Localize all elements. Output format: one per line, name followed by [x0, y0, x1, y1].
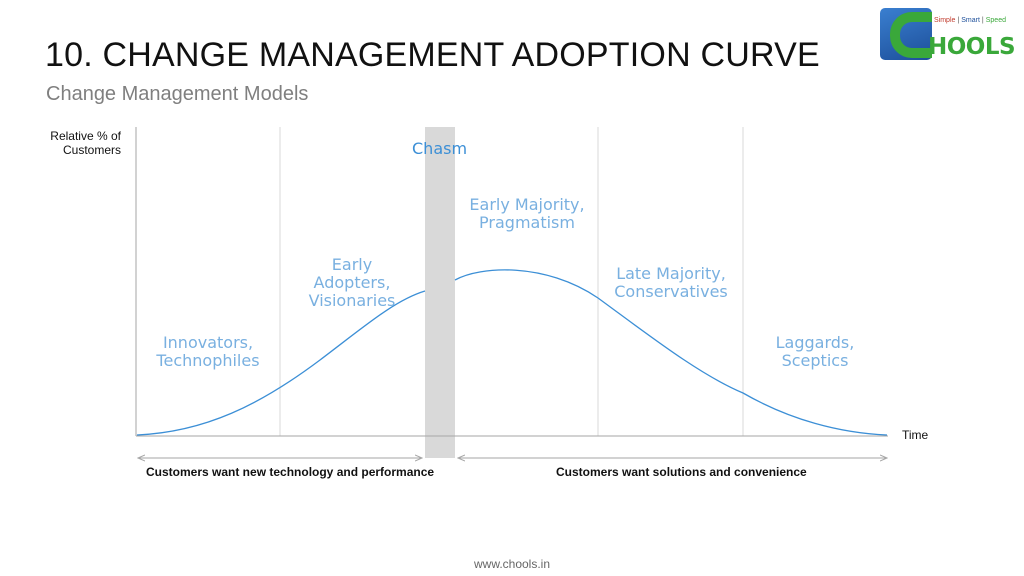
- segment-label-line: Conservatives: [614, 282, 728, 301]
- segment-label-line: Late Majority,: [616, 264, 726, 283]
- segment-label-line: Early: [331, 255, 373, 274]
- segment-label-line: Innovators,: [162, 333, 254, 352]
- chasm-label: Chasm: [412, 139, 468, 158]
- logo-tagline-separator: |: [981, 17, 984, 24]
- segment-label-line: Early Majority,: [469, 195, 585, 214]
- logo-tagline-speed: Speed: [985, 17, 1006, 24]
- chasm-band: [425, 127, 455, 458]
- segment-innovators: Innovators, Technophiles: [148, 334, 268, 370]
- segment-early-majority: Early Majority, Pragmatism: [456, 196, 598, 232]
- right-caption: Customers want solutions and convenience: [556, 465, 807, 479]
- logo-tagline-smart: Smart: [961, 17, 980, 24]
- logo-wordmark: HOOLS: [928, 34, 1016, 60]
- adoption-curve-right: [454, 269, 888, 436]
- segment-label-line: Adopters,: [313, 273, 391, 292]
- segment-late-majority: Late Majority, Conservatives: [603, 265, 739, 301]
- logo-tagline-simple: Simple: [934, 17, 956, 24]
- chools-logo: Simple | Smart | Speed HOOLS: [880, 8, 1016, 62]
- logo-c-mark: [890, 12, 932, 58]
- logo-tagline-separator: |: [957, 17, 960, 24]
- adoption-curve-left: [136, 290, 426, 436]
- left-caption: Customers want new technology and perfor…: [146, 465, 435, 479]
- segment-label-line: Visionaries: [308, 291, 396, 310]
- segment-label-line: Technophiles: [156, 351, 260, 370]
- logo-tagline: Simple | Smart | Speed: [934, 17, 1006, 24]
- segment-early-adopters: Early Adopters, Visionaries: [297, 256, 407, 310]
- page-title: 10. CHANGE MANAGEMENT ADOPTION CURVE: [45, 36, 820, 74]
- segment-label-line: Sceptics: [781, 351, 849, 370]
- x-axis-label: Time: [902, 428, 929, 442]
- footer-url: www.chools.in: [473, 557, 551, 571]
- segment-laggards: Laggards, Sceptics: [760, 334, 870, 370]
- page-subtitle: Change Management Models: [46, 83, 309, 105]
- segment-label-line: Pragmatism: [479, 213, 575, 232]
- segment-label-line: Laggards,: [775, 333, 855, 352]
- y-axis-label: Relative % of Customers: [50, 129, 121, 157]
